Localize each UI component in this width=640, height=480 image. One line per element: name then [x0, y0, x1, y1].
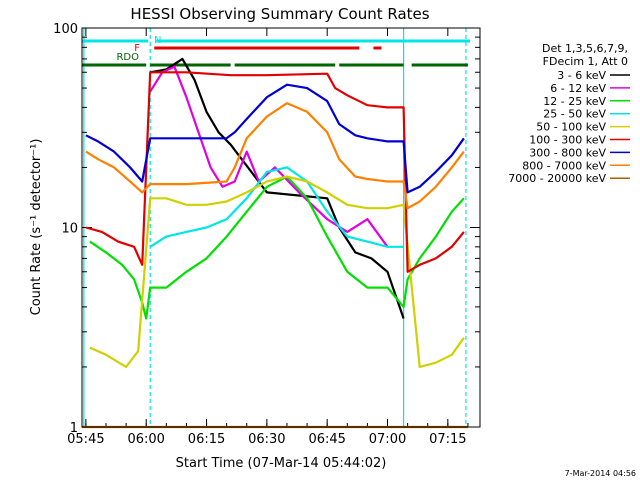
y-axis-label: Count Rate (s⁻¹ detector⁻¹): [29, 139, 44, 316]
flag-label-rdo: RDO: [116, 52, 139, 63]
series-line: [149, 65, 389, 248]
timestamp: 7-Mar-2014 04:56: [565, 469, 636, 478]
y-tick-label: 1: [70, 421, 78, 436]
x-axis-label: Start Time (07-Mar-14 05:44:02): [176, 456, 387, 471]
x-tick-label: 06:30: [248, 432, 285, 447]
legend-header-line1: Det 1,3,5,6,7,9,: [542, 42, 628, 55]
series-line: [85, 102, 465, 210]
x-tick-label: 06:00: [127, 432, 164, 447]
legend-label: 12 - 25 keV: [543, 95, 606, 108]
x-tick-label: 06:45: [308, 432, 345, 447]
flag-label-f: F: [134, 43, 140, 54]
legend-label: 6 - 12 keV: [550, 82, 606, 95]
x-tick-label: 07:15: [429, 432, 466, 447]
x-tick-label: 07:00: [369, 432, 406, 447]
y-tick-label: 10: [61, 222, 78, 237]
chart-title: HESSI Observing Summary Count Rates: [130, 5, 429, 23]
legend-label: 3 - 6 keV: [557, 69, 606, 82]
series-line: [149, 166, 404, 248]
series-line: [85, 71, 465, 273]
series-line: [89, 175, 465, 368]
legend-label: 100 - 300 keV: [529, 134, 606, 147]
legend-label: 25 - 50 keV: [543, 108, 606, 121]
x-tick-label: 06:15: [188, 432, 225, 447]
plot-frame: [81, 27, 481, 428]
series-line: [85, 83, 465, 194]
legend-label: 300 - 800 keV: [529, 146, 606, 159]
legend-label: 7000 - 20000 keV: [508, 172, 606, 185]
legend-label: 50 - 100 keV: [536, 121, 606, 134]
series-line: [150, 57, 405, 319]
y-tick-label: 100: [53, 22, 78, 37]
x-tick-label: 05:45: [67, 432, 104, 447]
legend-label: 800 - 7000 keV: [522, 159, 606, 172]
flag-label-n: N: [154, 35, 161, 46]
legend-header-line2: FDecim 1, Att 0: [543, 55, 628, 68]
